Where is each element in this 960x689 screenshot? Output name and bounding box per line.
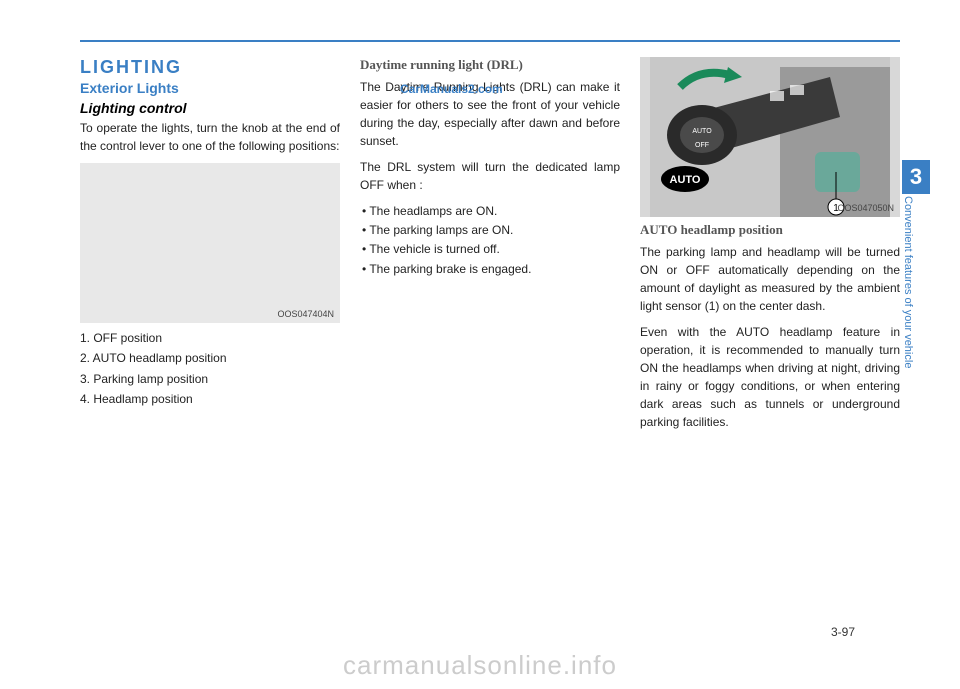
watermark-carmanuals2: CarManuals2.com (400, 82, 503, 96)
list-item: 2. AUTO headlamp position (80, 348, 340, 368)
list-item: 3. Parking lamp position (80, 369, 340, 389)
heading-lighting-control: Lighting control (80, 100, 340, 116)
header-divider (80, 40, 900, 42)
bullet-item: The headlamps are ON. (362, 202, 620, 221)
drl-p2: The DRL system will turn the dedicated l… (360, 158, 620, 194)
knob-label-auto: AUTO (692, 128, 712, 135)
column-1: LIGHTING Exterior Lights Lighting contro… (80, 57, 340, 439)
figure-auto-headlamp: AUTO OFF AUTO 1 OOS047050N (640, 57, 900, 217)
knob-label-off: OFF (695, 142, 709, 149)
lever-illustration: AUTO OFF AUTO 1 (640, 57, 900, 217)
list-item: 1. OFF position (80, 328, 340, 348)
heading-drl: Daytime running light (DRL) (360, 57, 620, 73)
column-3: AUTO OFF AUTO 1 OOS047050N (640, 57, 900, 439)
list-item: 4. Headlamp position (80, 389, 340, 409)
position-list: 1. OFF position 2. AUTO headlamp positio… (80, 328, 340, 410)
column-2: Daytime running light (DRL) The Daytime … (360, 57, 620, 439)
watermark-carmanualsonline: carmanualsonline.info (0, 650, 960, 681)
figure-lighting-control: OOS047404N (80, 163, 340, 323)
bullet-item: The vehicle is turned off. (362, 240, 620, 259)
page-number: 3-97 (831, 625, 855, 639)
intro-paragraph: To operate the lights, turn the knob at … (80, 119, 340, 155)
figure-code-2: OOS047050N (837, 203, 894, 213)
auto-p2: Even with the AUTO headlamp feature in o… (640, 323, 900, 431)
subtitle-exterior-lights: Exterior Lights (80, 80, 340, 96)
auto-p1: The parking lamp and headlamp will be tu… (640, 243, 900, 315)
chapter-number: 3 (902, 160, 930, 194)
section-title-lighting: LIGHTING (80, 57, 340, 78)
figure-code-1: OOS047404N (277, 309, 334, 319)
drl-bullets: The headlamps are ON. The parking lamps … (360, 202, 620, 279)
chapter-tab: 3 Convenient features of your vehicle (902, 160, 930, 436)
chapter-label: Convenient features of your vehicle (902, 196, 914, 436)
bullet-item: The parking brake is engaged. (362, 260, 620, 279)
heading-auto-headlamp: AUTO headlamp position (640, 222, 900, 238)
auto-badge-text: AUTO (670, 174, 701, 186)
bullet-item: The parking lamps are ON. (362, 221, 620, 240)
